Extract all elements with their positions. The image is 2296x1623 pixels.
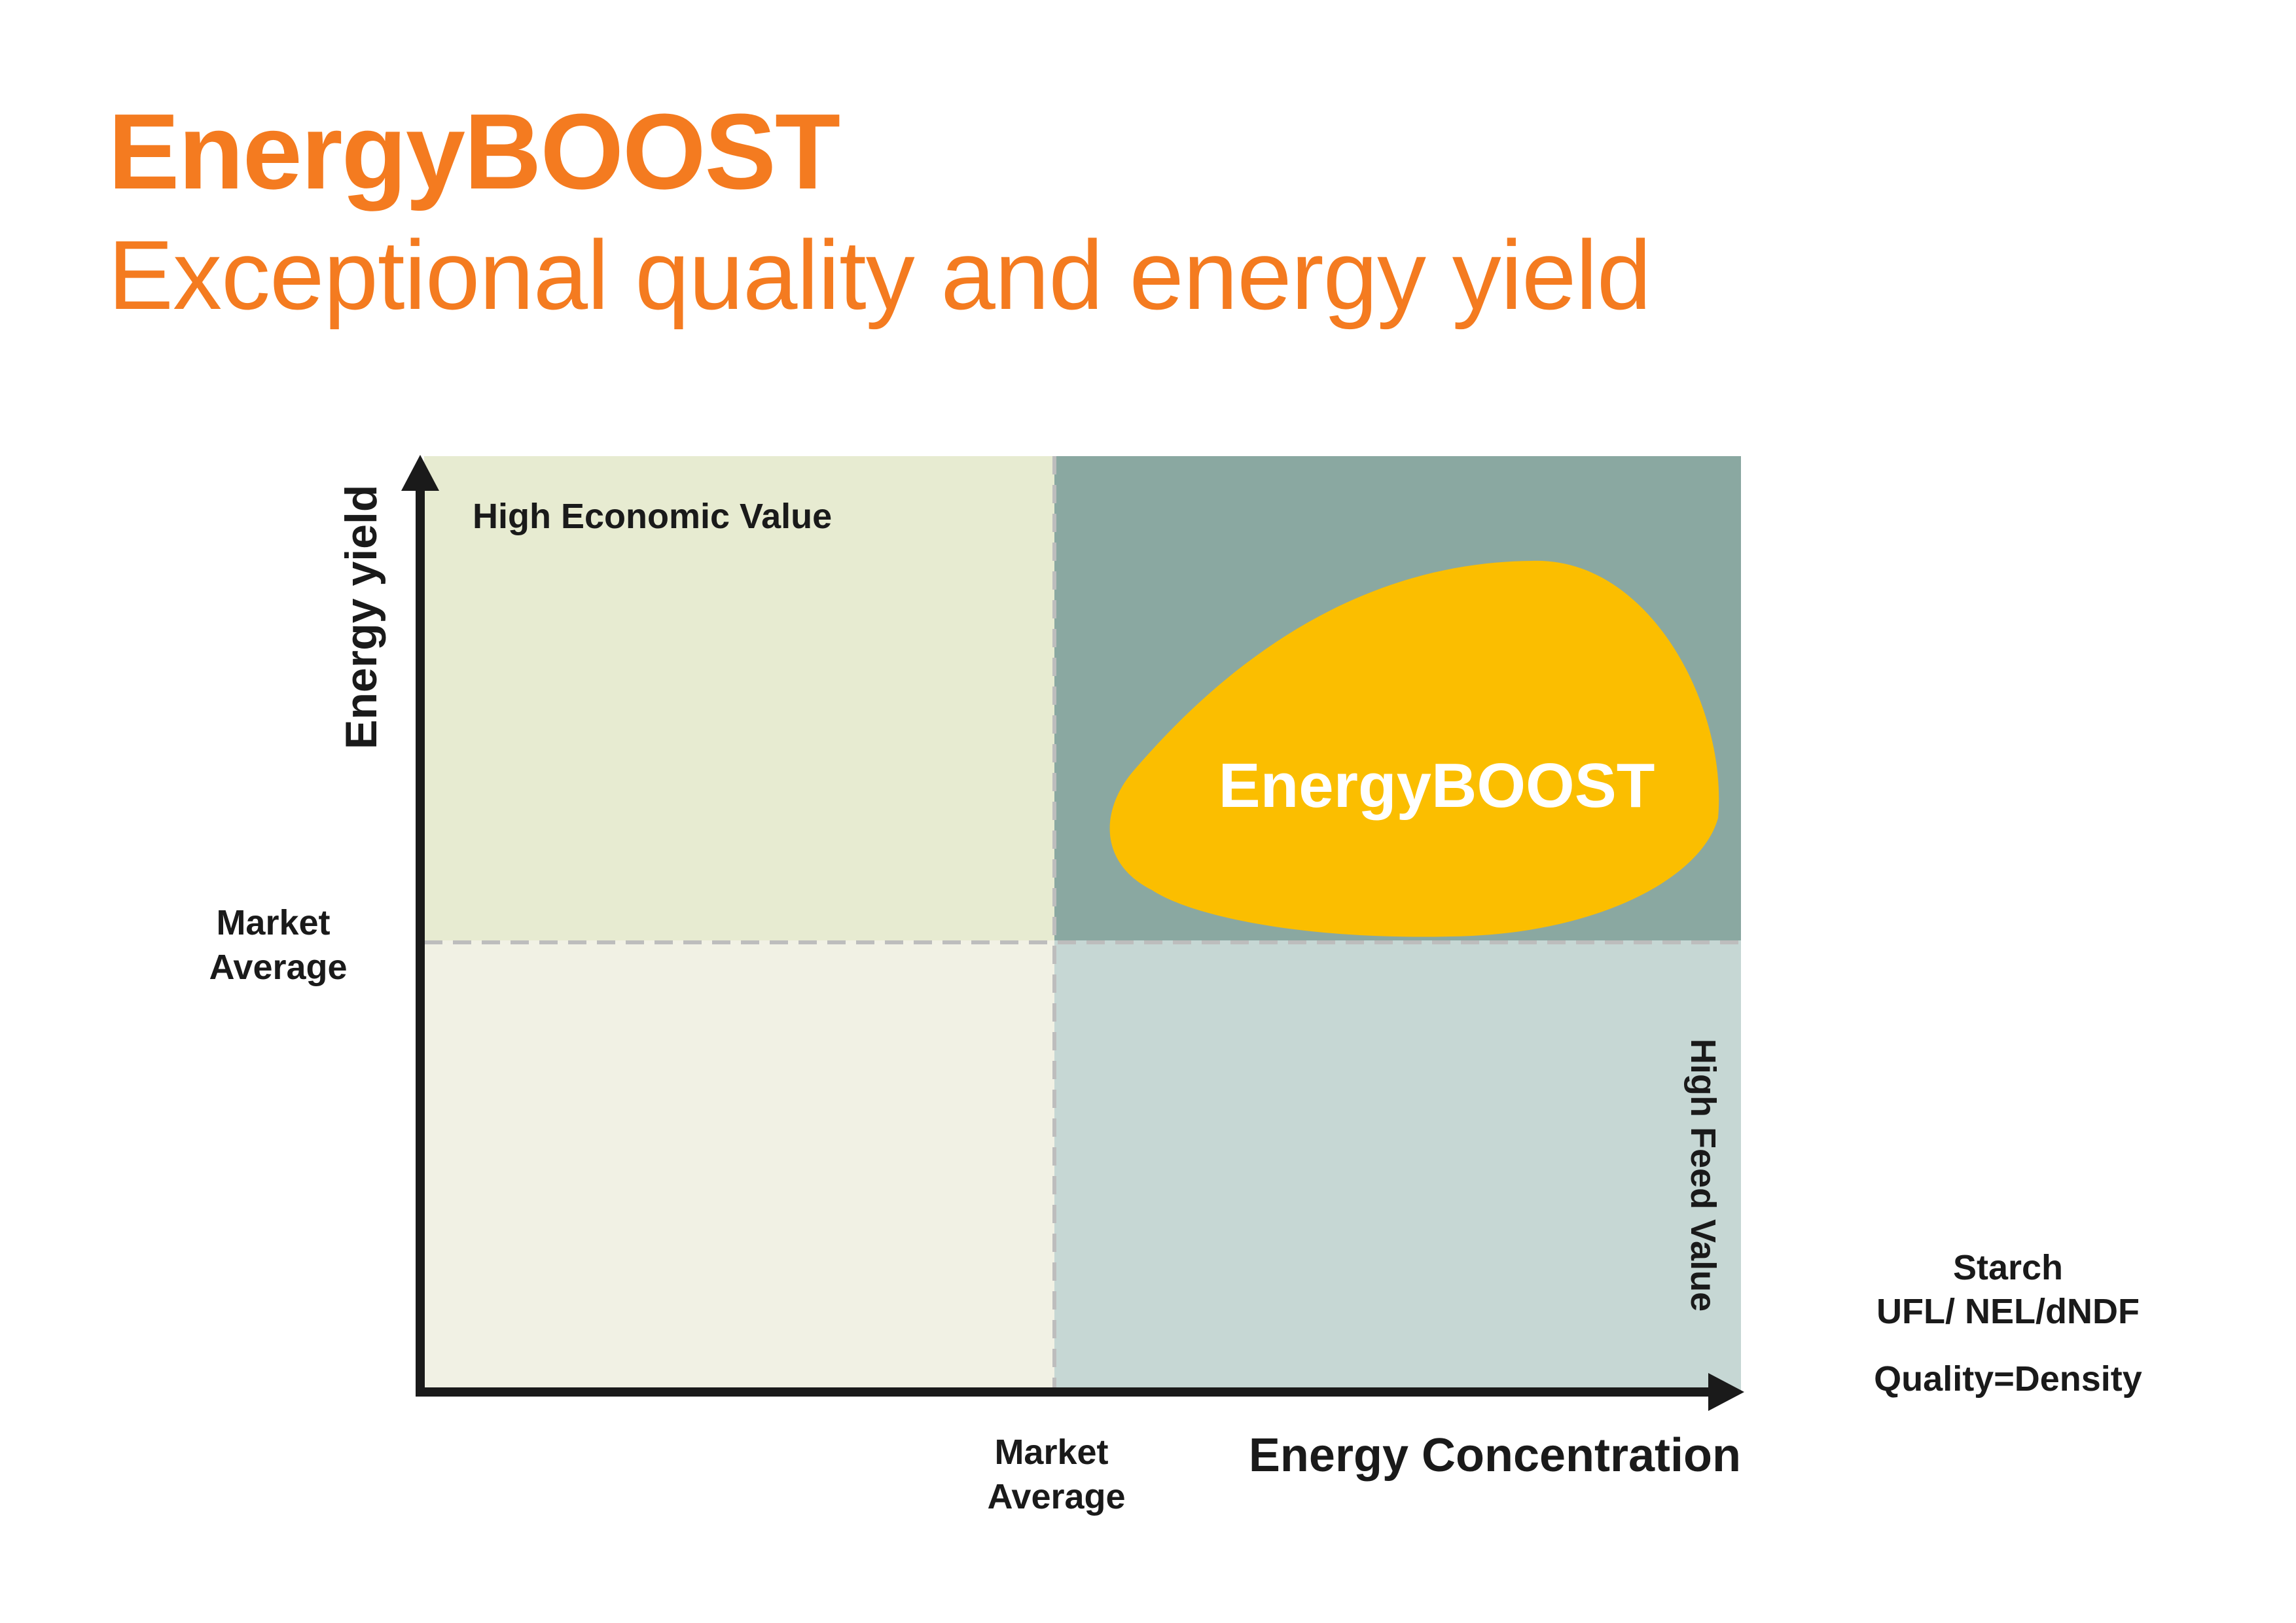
x-market-average-line-1: Market — [994, 1433, 1108, 1472]
x-market-average-label: Market Average — [987, 1433, 1125, 1516]
energyboost-blob — [1109, 560, 1719, 937]
quadrant-bottom-left — [424, 940, 1054, 1392]
page-subtitle: Exceptional quality and energy yield — [108, 220, 1651, 330]
high-economic-value-label: High Economic Value — [473, 497, 832, 536]
y-market-average-line-1: Market — [216, 903, 330, 942]
page-title: EnergyBOOST — [108, 92, 840, 211]
y-market-average-line-2: Average — [209, 948, 347, 987]
y-axis-label: Energy yield — [336, 485, 386, 749]
side-note-starch: Starch — [1953, 1248, 2063, 1287]
x-market-average-line-2: Average — [987, 1477, 1125, 1516]
y-axis-arrowhead — [401, 455, 439, 491]
blob-label: EnergyBOOST — [1219, 751, 1655, 821]
quadrant-bottom-right — [1054, 940, 1741, 1392]
quadrant-top-left — [424, 456, 1054, 940]
side-note-ufl-nel-dndf: UFL/ NEL/dNDF — [1876, 1292, 2140, 1331]
side-note-quality-density: Quality=Density — [1874, 1359, 2142, 1399]
high-feed-value-label: High Feed Value — [1683, 1039, 1723, 1311]
x-axis-label: Energy Concentration — [1249, 1429, 1741, 1482]
x-axis-arrowhead — [1708, 1373, 1744, 1411]
y-market-average-label: Market Average — [209, 903, 347, 987]
